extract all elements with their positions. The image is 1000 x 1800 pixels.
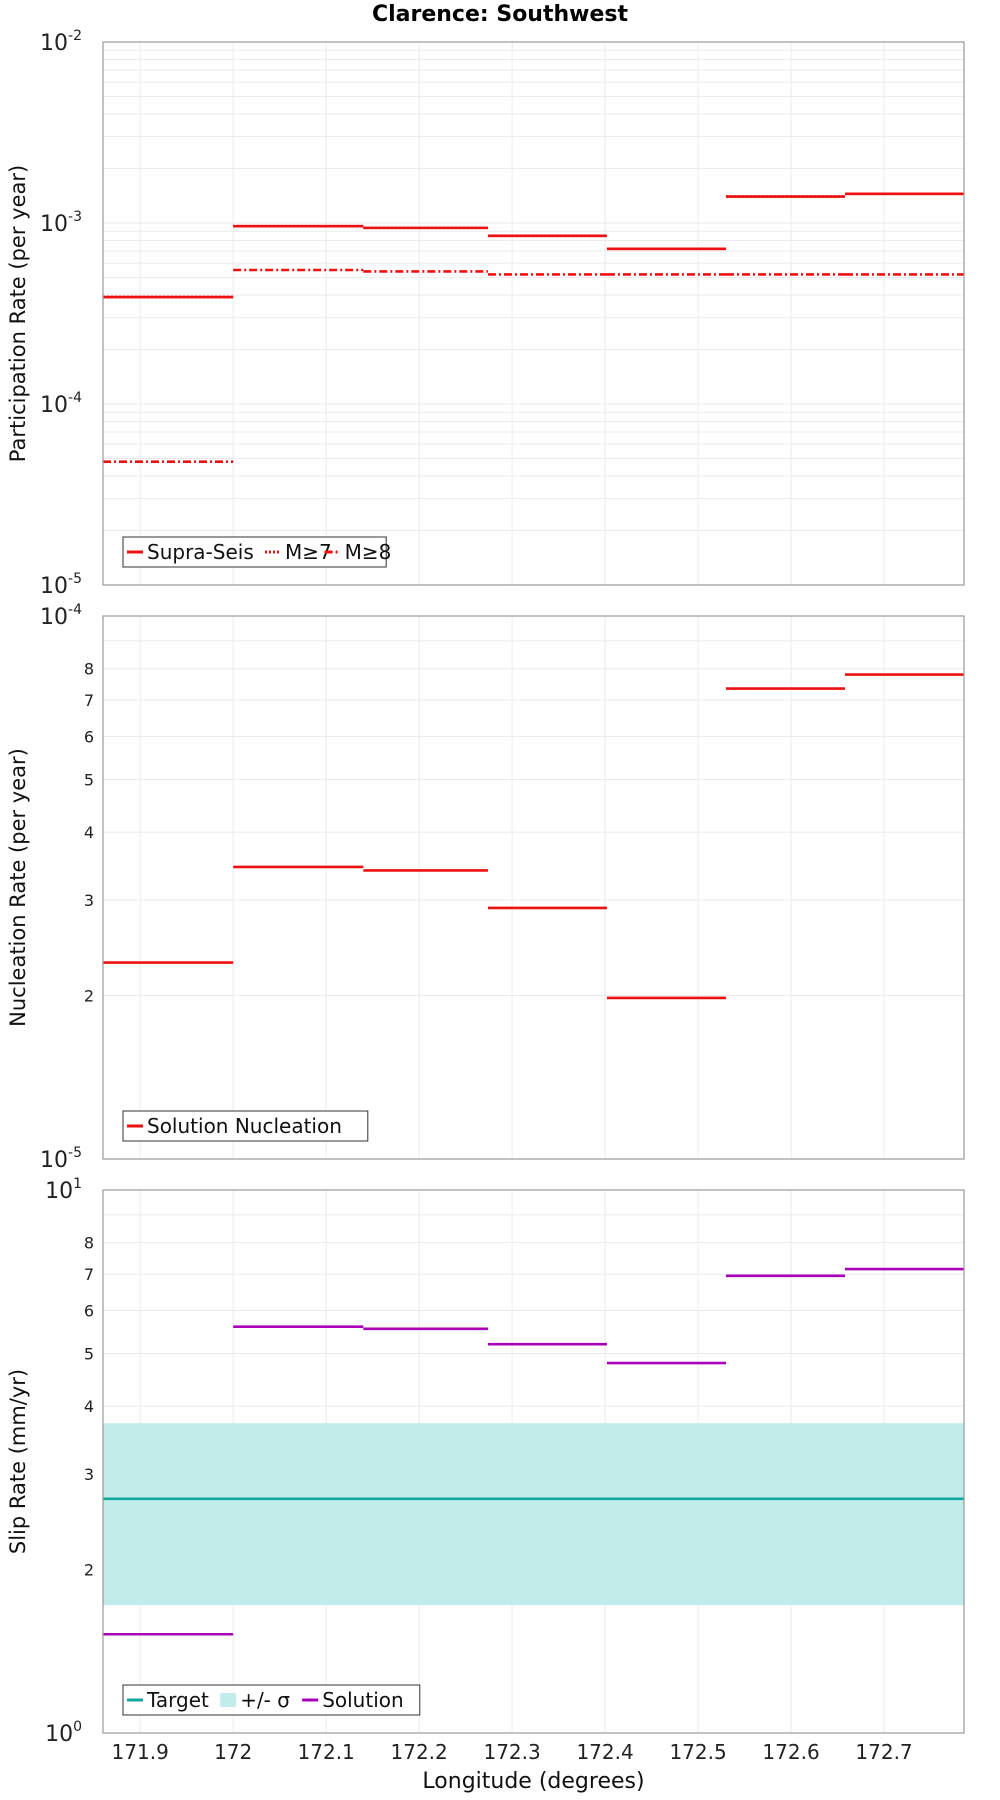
sigma-band — [103, 1423, 964, 1606]
plot-area-participation — [103, 42, 964, 585]
y-tick-label: 7 — [84, 691, 94, 710]
x-tick-label: 172.5 — [669, 1740, 726, 1764]
legend-box-participation — [122, 536, 387, 568]
x-tick-label: 172.6 — [762, 1740, 819, 1764]
legend-label: Solution — [322, 1688, 403, 1712]
legend-box-nucleation — [122, 1110, 369, 1142]
legend-box-slip — [122, 1684, 421, 1716]
y-tick-label: 4 — [84, 1397, 94, 1416]
x-tick-label: 172.4 — [576, 1740, 633, 1764]
plot-frame-slip — [102, 1189, 965, 1734]
y-tick-label: 10-5 — [40, 571, 82, 599]
y-tick-label: 10-2 — [40, 28, 82, 56]
y-tick-label: 3 — [84, 1465, 94, 1484]
x-tick-label: 172 — [214, 1740, 252, 1764]
y-tick-label: 7 — [84, 1265, 94, 1284]
y-tick-label: 5 — [84, 770, 94, 789]
x-tick-label: 172.7 — [855, 1740, 912, 1764]
y-tick-label: 8 — [84, 1234, 94, 1253]
y-axis-label-nucleation: Nucleation Rate (per year) — [6, 748, 30, 1027]
legend-label: +/- σ — [240, 1688, 290, 1712]
legend-label: Supra-Seis — [147, 540, 254, 564]
y-tick-label: 10-5 — [40, 1145, 82, 1173]
y-tick-label: 100 — [45, 1719, 82, 1747]
plot-frame-nucleation — [102, 615, 965, 1160]
y-tick-label: 2 — [84, 987, 94, 1006]
plot-frame-participation — [102, 41, 965, 586]
chart-title: Clarence: Southwest — [371, 2, 629, 27]
y-axis-label-participation: Participation Rate (per year) — [6, 165, 30, 462]
x-tick-label: 172.3 — [483, 1740, 540, 1764]
legend-label: Target — [146, 1688, 209, 1712]
legend-swatch — [220, 1693, 237, 1707]
y-tick-label: 6 — [84, 1301, 94, 1320]
y-tick-label: 3 — [84, 891, 94, 910]
y-tick-label: 5 — [84, 1344, 94, 1363]
y-tick-label: 8 — [84, 660, 94, 679]
x-axis-label: Longitude (degrees) — [422, 1769, 644, 1794]
x-tick-label: 172.1 — [298, 1740, 355, 1764]
y-axis-label-slip: Slip Rate (mm/yr) — [6, 1369, 30, 1554]
legend-label: M≥7 — [285, 540, 332, 564]
y-tick-label: 6 — [84, 727, 94, 746]
y-tick-label: 10-4 — [40, 390, 82, 418]
x-tick-label: 171.9 — [112, 1740, 169, 1764]
y-tick-label: 4 — [84, 823, 94, 842]
plot-area-nucleation — [103, 616, 964, 1159]
legend-label: M≥8 — [345, 540, 392, 564]
legend-label: Solution Nucleation — [147, 1114, 342, 1138]
y-tick-label: 101 — [45, 1176, 82, 1204]
y-tick-label: 2 — [84, 1561, 94, 1580]
y-tick-label: 10-3 — [40, 209, 82, 237]
y-tick-label: 10-4 — [40, 602, 82, 630]
x-tick-label: 172.2 — [391, 1740, 448, 1764]
